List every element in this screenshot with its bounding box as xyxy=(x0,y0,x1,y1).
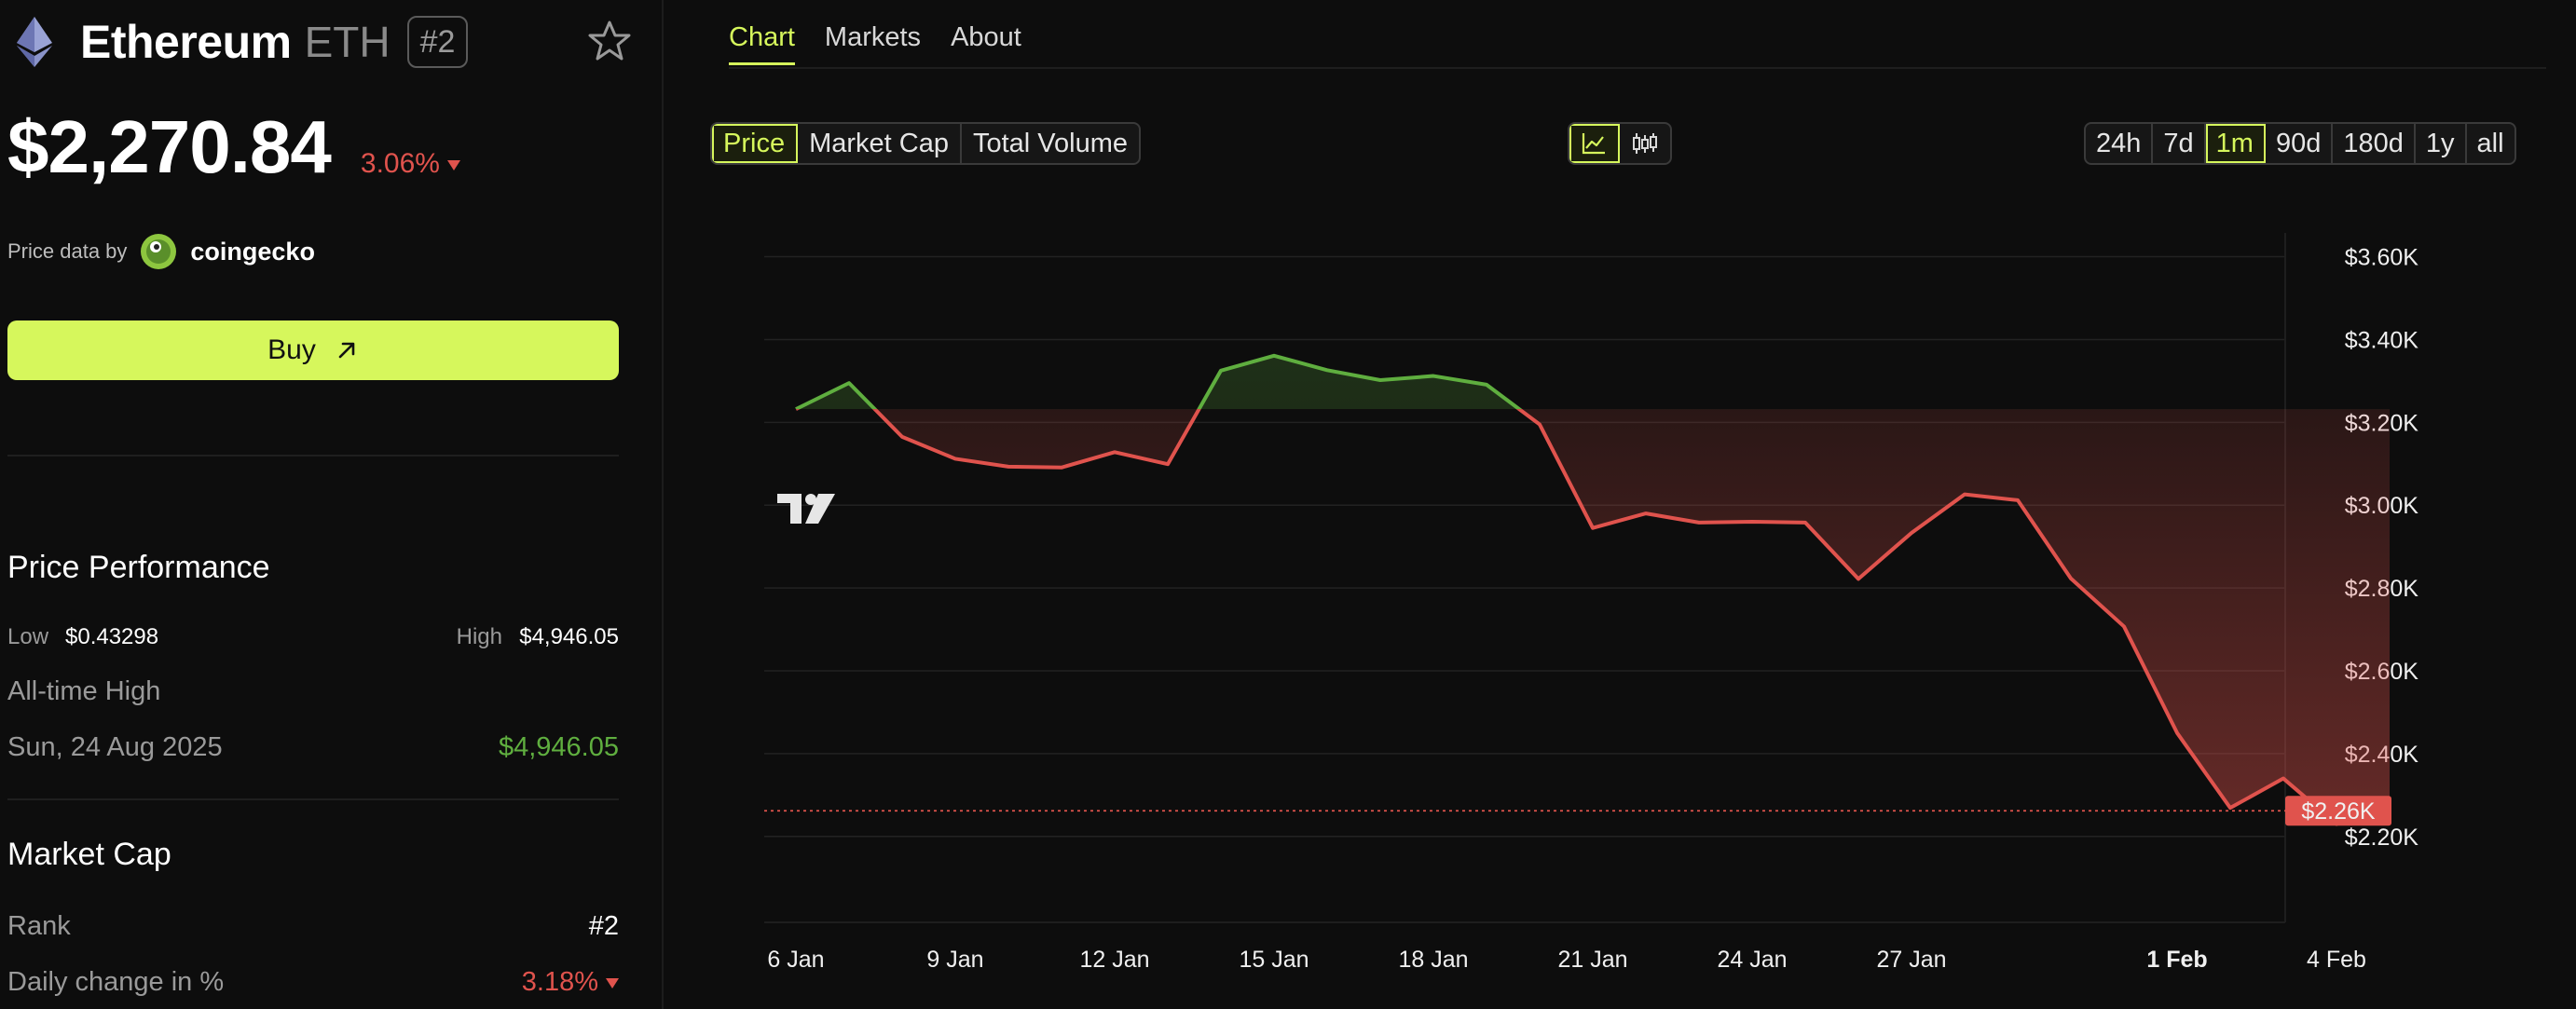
divider xyxy=(7,798,619,800)
market-cap-title: Market Cap xyxy=(7,837,171,872)
y-tick-label: $3.40K xyxy=(2345,327,2419,353)
ath-label: All-time High xyxy=(7,676,161,706)
tab-chart[interactable]: Chart xyxy=(729,22,795,65)
arrow-up-right-icon xyxy=(338,342,355,359)
coin-name: Ethereum xyxy=(80,16,292,68)
price-source-label: Price data by xyxy=(7,239,128,263)
ath-date: Sun, 24 Aug 2025 xyxy=(7,732,223,762)
rank-value: #2 xyxy=(588,911,619,941)
line-chart-icon xyxy=(1582,133,1605,155)
metric-price-button[interactable]: Price xyxy=(712,124,799,163)
x-axis: 6 Jan 9 Jan 12 Jan 15 Jan 18 Jan 21 Jan 24 Jan… xyxy=(767,947,2366,969)
tab-markets[interactable]: Markets xyxy=(824,22,922,52)
chart-series xyxy=(795,353,2391,826)
range-1m-button[interactable]: 1m xyxy=(2205,124,2266,163)
price-performance-title: Price Performance xyxy=(7,550,270,585)
coin-header: Ethereum ETH #2 xyxy=(17,13,632,71)
current-price-label: $2.26K xyxy=(2301,798,2376,825)
price-row: $2,270.84 3.06% xyxy=(7,104,460,190)
time-range-toggle: 24h 7d 1m 90d 180d 1y all xyxy=(2084,122,2516,165)
x-tick-label: 6 Jan xyxy=(767,947,824,969)
range-all-button[interactable]: all xyxy=(2476,129,2504,158)
down-triangle-icon xyxy=(446,159,460,170)
tab-about[interactable]: About xyxy=(951,22,1021,52)
range-90d-button[interactable]: 90d xyxy=(2266,124,2334,163)
candlestick-chart-button[interactable] xyxy=(1620,124,1670,163)
candlestick-icon xyxy=(1633,133,1657,154)
x-tick-label: 9 Jan xyxy=(926,947,983,969)
low-label: Low xyxy=(7,624,49,649)
star-icon[interactable] xyxy=(587,19,632,63)
x-tick-label: 15 Jan xyxy=(1239,947,1309,969)
range-24h-button[interactable]: 24h xyxy=(2086,124,2154,163)
buy-button[interactable]: Buy xyxy=(7,320,619,380)
low-high-row: Low $0.43298 High $4,946.05 xyxy=(7,624,619,656)
range-1y-button[interactable]: 1y xyxy=(2416,124,2467,163)
range-180d-button[interactable]: 180d xyxy=(2333,124,2416,163)
daily-change-label: Daily change in % xyxy=(7,967,225,997)
range-7d-button[interactable]: 7d xyxy=(2153,124,2206,163)
price-chart[interactable]: $2.20K$2.40K$2.60K$2.80K$3.00K$3.20K$3.4… xyxy=(718,224,2526,969)
x-tick-label: 1 Feb xyxy=(2146,947,2207,969)
rank-badge: #2 xyxy=(406,16,469,68)
x-tick-label: 27 Jan xyxy=(1876,947,1946,969)
current-price-marker: $2.26K xyxy=(764,796,2391,826)
daily-change-value-wrap: 3.18% xyxy=(522,967,619,998)
metric-total-volume-button[interactable]: Total Volume xyxy=(972,129,1129,158)
down-triangle-icon xyxy=(606,977,619,989)
metric-market-cap-button[interactable]: Market Cap xyxy=(798,124,962,163)
current-price: $2,270.84 xyxy=(7,105,332,188)
price-source: Price data by coingecko xyxy=(7,233,315,270)
coin-symbol: ETH xyxy=(304,18,391,66)
chart-view-toggle xyxy=(1568,122,1672,165)
x-tick-label: 12 Jan xyxy=(1079,947,1149,969)
current-price-badge xyxy=(2285,796,2391,826)
coin-summary-panel: Ethereum ETH #2 $2,270.84 3.06% Price da… xyxy=(0,0,664,1009)
x-tick-label: 4 Feb xyxy=(2307,947,2366,969)
chart-fill-areas xyxy=(796,355,2390,825)
tradingview-logo-icon xyxy=(777,494,835,524)
high-label: High xyxy=(456,624,502,649)
x-tick-label: 21 Jan xyxy=(1557,947,1627,969)
divider xyxy=(7,455,619,457)
price-source-provider[interactable]: coingecko xyxy=(190,237,315,266)
ath-value: $4,946.05 xyxy=(498,732,619,762)
rank-label: Rank xyxy=(7,911,71,941)
buy-button-label: Buy xyxy=(267,334,316,365)
x-tick-label: 24 Jan xyxy=(1717,947,1787,969)
y-tick-label: $3.60K xyxy=(2345,245,2419,271)
chart-grid xyxy=(764,255,2285,923)
low-value: $0.43298 xyxy=(65,624,159,649)
price-change: 3.06% xyxy=(361,148,460,180)
price-change-value: 3.06% xyxy=(360,148,440,179)
main-tabs: Chart Markets About xyxy=(729,22,1051,65)
tabs-divider xyxy=(729,67,2546,69)
ethereum-icon xyxy=(17,17,52,67)
coingecko-logo-icon xyxy=(141,234,177,269)
loss-area xyxy=(874,409,2390,825)
metric-toggle: Price Market Cap Total Volume xyxy=(710,122,1142,165)
line-chart-button[interactable] xyxy=(1569,124,1620,163)
price-line-loss xyxy=(796,409,2391,826)
high-value: $4,946.05 xyxy=(519,624,619,649)
y-tick-label: $2.20K xyxy=(2345,825,2419,851)
x-tick-label: 18 Jan xyxy=(1398,947,1468,969)
daily-change-value: 3.18% xyxy=(521,967,598,997)
